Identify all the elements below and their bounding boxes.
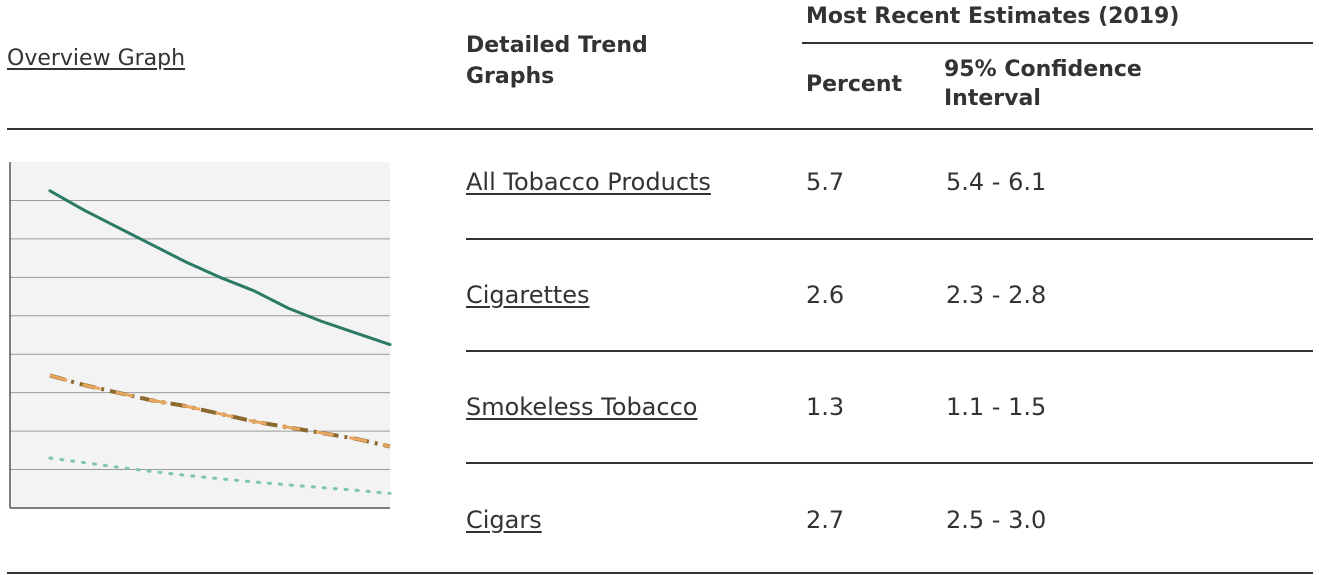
confidence-interval-header: 95% Confidence Interval	[944, 55, 1142, 113]
ci-header-line1: 95% Confidence	[944, 57, 1142, 82]
cigars-link[interactable]: Cigars	[466, 506, 542, 534]
cigarettes-link[interactable]: Cigarettes	[466, 281, 590, 309]
row-divider-3	[466, 462, 1313, 464]
row-percent: 2.6	[806, 281, 845, 309]
table-bottom-rule	[7, 572, 1313, 574]
row-confidence-interval: 1.1 - 1.5	[946, 393, 1047, 421]
smokeless-tobacco-link[interactable]: Smokeless Tobacco	[466, 393, 698, 421]
row-percent: 5.7	[806, 168, 845, 196]
detailed-trend-graphs-header: Detailed Trend Graphs	[466, 30, 648, 92]
row-confidence-interval: 5.4 - 6.1	[946, 168, 1047, 196]
row-percent: 2.7	[806, 506, 845, 534]
chart-series-line-1	[48, 189, 392, 347]
row-percent: 1.3	[806, 393, 845, 421]
row-divider-2	[466, 350, 1313, 352]
detailed-header-line1: Detailed Trend	[466, 33, 648, 58]
chart-series-line-4	[48, 456, 392, 495]
chart-plot-area	[10, 162, 390, 508]
header-subrule	[802, 42, 1313, 44]
overview-graph-link[interactable]: Overview Graph	[7, 46, 186, 71]
overview-chart-svg	[9, 162, 392, 509]
percent-header: Percent	[806, 72, 903, 97]
chart-series-line-3	[49, 373, 391, 448]
ci-header-line2: Interval	[944, 86, 1041, 111]
header-divider	[7, 128, 1313, 130]
row-confidence-interval: 2.5 - 3.0	[946, 506, 1047, 534]
all-tobacco-products-link[interactable]: All Tobacco Products	[466, 168, 711, 196]
most-recent-estimates-header: Most Recent Estimates (2019)	[806, 4, 1180, 29]
overview-chart[interactable]	[7, 160, 392, 510]
detailed-header-line2: Graphs	[466, 64, 555, 89]
row-divider-1	[466, 238, 1313, 240]
row-confidence-interval: 2.3 - 2.8	[946, 281, 1047, 309]
